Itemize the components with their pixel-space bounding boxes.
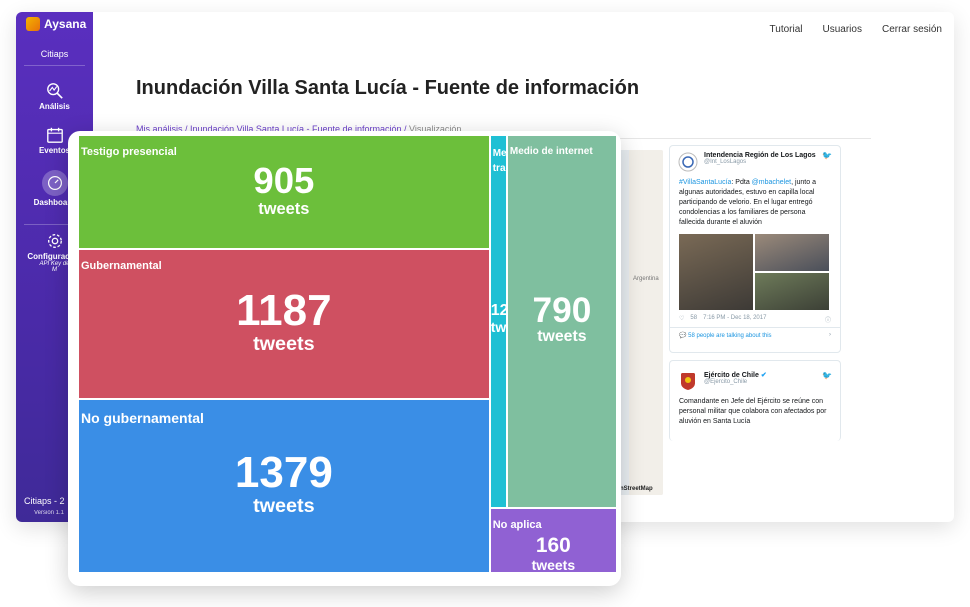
avatar[interactable] [678,152,698,172]
treemap-cell-value-group: 1379 tweets [79,451,489,518]
treemap-cell-medios-tradicionales[interactable]: Medios tradicionales 123 tweets [490,136,506,507]
page-title: Inundación Villa Santa Lucía - Fuente de… [136,77,640,99]
tweet-text-part: : Pdta [731,179,752,186]
treemap-cell-unit: tweets [253,495,315,518]
tweet-card[interactable]: 🐦 Intendencia Región de Los Lagos @Int_L… [669,145,841,353]
tweet-conversation-link[interactable]: 💬 58 people are talking about this › [670,327,840,343]
treemap-cell-label: Medio de internet [509,146,593,157]
tweet-meta: ♡ 58 7:16 PM - Dec 18, 2017 ⓘ [670,312,840,327]
avatar[interactable] [678,371,698,391]
tweet-text-part: , junto a algunas autoridades, estuvo en… [679,179,816,226]
treemap-cell-unit: tweets [258,199,310,218]
organization-name: Citiaps [40,49,69,59]
sidebar-divider [24,224,85,225]
top-navigation: Tutorial Usuarios Cerrar sesión [770,24,942,35]
breadcrumb: Mis análisis / Inundación Villa Santa Lu… [136,124,462,134]
footer-version: Versión 1.1 [34,510,65,516]
treemap-cell-label: Medios tradicionales [492,148,506,174]
tweet-text: Comandante en Jefe del Ejército se reúne… [679,398,827,425]
treemap-cell-label: Testigo presencial [81,146,177,158]
treemap-cell-value-group: 160 tweets [491,533,616,572]
treemap-cell-value: 790 [532,290,592,330]
map-attribution[interactable]: nStreetMap [620,486,653,492]
tweet-hashtag[interactable]: #VillaSantaLucía [679,179,732,186]
treemap-cell-value-group: 123 tweets [490,302,506,336]
treemap-cell-value-group: 905 tweets [79,160,489,219]
treemap-cell-value-group: 1187 tweets [79,289,489,356]
verified-badge-icon: ✔ [760,372,767,379]
map-land [629,150,663,495]
sidebar-item-label: Eventos [38,146,71,155]
heart-icon[interactable]: ♡ [679,316,685,322]
tweet-photo[interactable] [755,273,829,310]
treemap-cell-label: No aplica [492,518,542,531]
treemap-cell-value: 160 [535,533,571,557]
treemap-cell-unit: tweets [537,328,587,346]
brand-logo-icon [26,17,40,31]
tweet-mention[interactable]: @mbachelet [751,179,792,186]
tweet-author-handle[interactable]: @Int_LosLagos [704,159,747,165]
tweet-like-count: 58 [690,315,698,321]
tweet-timestamp[interactable]: 7:16 PM - Dec 18, 2017 [703,315,767,321]
brand-name: Aysana [44,17,87,31]
treemap-cell-label: No gubernamental [81,409,204,426]
dashboard-icon [47,176,62,190]
speech-bubble-icon: 💬 [679,333,687,339]
treemap-cell-value: 123 [490,302,506,320]
nav-usuarios-link[interactable]: Usuarios [822,24,862,35]
treemap-cell-gubernamental[interactable]: Gubernamental 1187 tweets [79,250,489,398]
twitter-bird-icon[interactable]: 🐦 [822,151,832,160]
sidebar-item-eventos[interactable]: Eventos [16,126,93,155]
sidebar-divider [24,65,85,66]
treemap-cell-unit: tweets [490,319,506,336]
breadcrumb-item[interactable]: Inundación Villa Santa Lucía - Fuente de… [190,124,402,134]
nav-cerrar-sesion-link[interactable]: Cerrar sesión [881,24,942,35]
tweet-text: #VillaSantaLucía: Pdta @mbachelet, junto… [670,174,840,232]
map-country-label: Argentina [633,276,659,282]
tweet-header: Intendencia Región de Los Lagos @Int_Los… [670,146,840,174]
treemap-cell-value: 905 [253,160,315,201]
twitter-bird-icon[interactable]: 🐦 [822,371,832,380]
treemap-cell-value-group: 790 tweets [508,293,616,346]
treemap-cell-no-aplica[interactable]: No aplica 160 tweets [490,508,616,572]
sidebar-item-dashboard[interactable]: Dashboard [16,170,93,207]
calendar-icon [46,127,63,143]
treemap-chart: Testigo presencial 905 tweets Gubernamen… [78,135,617,573]
info-icon[interactable]: ⓘ [824,318,831,324]
treemap-cell-label: Gubernamental [81,260,162,273]
tweet-header: Ejército de Chile ✔ @Ejercito_Chile [670,361,840,393]
nav-tutorial-link[interactable]: Tutorial [769,24,803,35]
brand[interactable]: Aysana [26,17,86,31]
sidebar-item-label: Configuración [27,252,82,261]
tweet-author-handle[interactable]: @Ejercito_Chile [704,379,748,385]
treemap-cell-unit: tweets [253,333,315,356]
gear-icon [47,234,62,248]
chevron-right-icon: › [829,332,831,338]
sidebar-item-label: Análisis [39,102,70,111]
dashboard-icon-highlight [41,170,68,196]
sidebar-item-sublabel: M [52,267,57,273]
tweet-author-name[interactable]: Ejército de Chile ✔ [704,372,767,379]
tweet-talking-label: 58 people are talking about this [688,333,772,339]
tweet-author-name[interactable]: Intendencia Región de Los Lagos [704,152,816,159]
map-panel[interactable]: Argentina nStreetMap [616,150,663,495]
treemap-cell-medio-de-internet[interactable]: Medio de internet 790 tweets [507,136,616,507]
treemap-cell-value: 1187 [236,286,332,336]
sidebar-item-sublabel: API Key de [39,261,70,267]
treemap-cell-testigo-presencial[interactable]: Testigo presencial 905 tweets [79,136,489,249]
breadcrumb-item[interactable]: Mis análisis [136,124,183,134]
tweet-photo[interactable] [679,234,753,310]
treemap-cell-unit: tweets [531,556,576,572]
analysis-icon [46,83,63,99]
tweet-photos[interactable] [679,234,829,310]
breadcrumb-current: Visualización [409,124,462,134]
treemap-cell-value: 1379 [234,448,333,498]
tweet-photo[interactable] [755,234,829,271]
footer-organization: Citiaps - 2 [24,496,65,506]
sidebar-item-configuracion[interactable]: Configuración API Key de M [16,232,93,273]
tweet-card[interactable]: 🐦 Ejército de Chile ✔ @Ejercito_Chile Co… [669,360,841,441]
treemap-cell-no-gubernamental[interactable]: No gubernamental 1379 tweets [79,399,489,572]
sidebar-item-analisis[interactable]: Análisis [16,82,93,111]
sidebar-item-label: Dashboard [33,198,76,207]
